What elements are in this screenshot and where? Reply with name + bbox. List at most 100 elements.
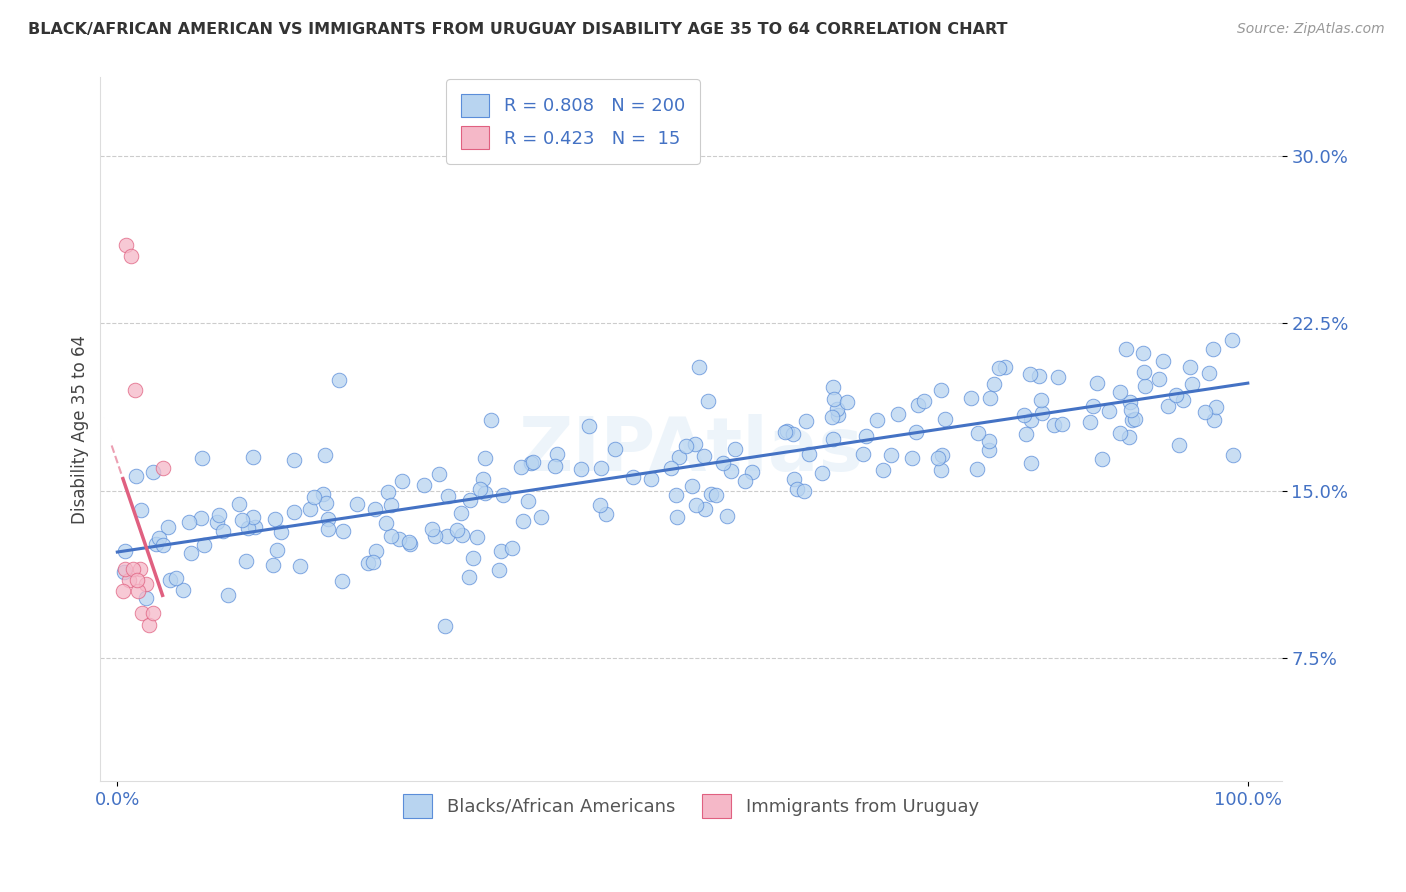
Point — [120, 249, 142, 263]
Point — [377, 485, 399, 500]
Point — [172, 582, 194, 597]
Point — [129, 502, 152, 516]
Point — [450, 506, 472, 520]
Point — [211, 524, 233, 538]
Point — [543, 459, 565, 474]
Point — [117, 573, 139, 587]
Point — [165, 571, 187, 585]
Point — [797, 447, 820, 461]
Point — [796, 414, 818, 428]
Point — [238, 521, 260, 535]
Point — [312, 487, 335, 501]
Point — [907, 398, 929, 412]
Point — [1119, 394, 1142, 409]
Point — [931, 448, 953, 462]
Point — [1157, 399, 1180, 413]
Point — [1115, 343, 1137, 357]
Point — [716, 509, 738, 524]
Point — [821, 432, 844, 446]
Point — [929, 384, 952, 398]
Point — [685, 498, 707, 512]
Point — [855, 429, 877, 443]
Point — [927, 450, 949, 465]
Point — [901, 451, 924, 466]
Text: BLACK/AFRICAN AMERICAN VS IMMIGRANTS FROM URUGUAY DISABILITY AGE 35 TO 64 CORREL: BLACK/AFRICAN AMERICAN VS IMMIGRANTS FRO… — [28, 22, 1008, 37]
Point — [589, 460, 612, 475]
Point — [931, 463, 953, 477]
Point — [436, 529, 458, 543]
Point — [683, 437, 706, 451]
Point — [1019, 456, 1042, 470]
Point — [775, 425, 797, 440]
Point — [114, 543, 136, 558]
Point — [231, 513, 253, 527]
Point — [776, 424, 799, 438]
Point — [887, 407, 910, 421]
Point — [115, 238, 138, 252]
Point — [315, 496, 337, 510]
Point — [1198, 366, 1220, 380]
Point — [363, 555, 385, 569]
Point — [135, 577, 157, 591]
Point — [179, 515, 201, 529]
Point — [299, 501, 322, 516]
Point — [1081, 399, 1104, 413]
Point — [1109, 425, 1132, 440]
Point — [983, 376, 1005, 391]
Point — [1220, 333, 1243, 347]
Point — [823, 380, 845, 394]
Point — [827, 408, 849, 422]
Point — [316, 522, 339, 536]
Point — [474, 451, 496, 466]
Point — [1178, 359, 1201, 374]
Text: Source: ZipAtlas.com: Source: ZipAtlas.com — [1237, 22, 1385, 37]
Point — [1202, 412, 1225, 426]
Point — [1118, 430, 1140, 444]
Point — [1043, 418, 1066, 433]
Point — [640, 472, 662, 486]
Text: ZIPAtlas: ZIPAtlas — [519, 414, 863, 487]
Point — [1019, 368, 1042, 382]
Point — [1121, 402, 1143, 417]
Point — [664, 488, 686, 502]
Y-axis label: Disability Age 35 to 64: Disability Age 35 to 64 — [72, 334, 89, 524]
Point — [468, 482, 491, 496]
Point — [316, 512, 339, 526]
Point — [530, 509, 553, 524]
Point — [364, 502, 387, 516]
Point — [142, 466, 165, 480]
Point — [688, 360, 710, 375]
Point — [330, 574, 353, 589]
Point — [681, 479, 703, 493]
Point — [852, 447, 875, 461]
Point — [270, 524, 292, 539]
Point — [471, 472, 494, 486]
Legend: Blacks/African Americans, Immigrants from Uruguay: Blacks/African Americans, Immigrants fro… — [396, 787, 986, 825]
Point — [825, 401, 848, 416]
Point — [517, 494, 540, 508]
Point — [720, 464, 742, 478]
Point — [659, 460, 682, 475]
Point — [811, 466, 834, 480]
Point — [388, 532, 411, 546]
Point — [835, 395, 858, 409]
Point — [465, 531, 488, 545]
Point — [569, 462, 592, 476]
Point — [1181, 377, 1204, 392]
Point — [1205, 400, 1227, 414]
Point — [145, 536, 167, 550]
Point — [262, 558, 284, 573]
Point — [1123, 411, 1146, 425]
Point — [479, 413, 502, 427]
Point — [242, 450, 264, 464]
Point — [977, 434, 1000, 448]
Point — [1202, 343, 1225, 357]
Point — [1012, 408, 1035, 422]
Point — [1015, 427, 1038, 442]
Point — [190, 450, 212, 465]
Point — [492, 487, 515, 501]
Point — [603, 442, 626, 456]
Point — [207, 515, 229, 529]
Point — [127, 584, 149, 599]
Point — [1194, 405, 1216, 419]
